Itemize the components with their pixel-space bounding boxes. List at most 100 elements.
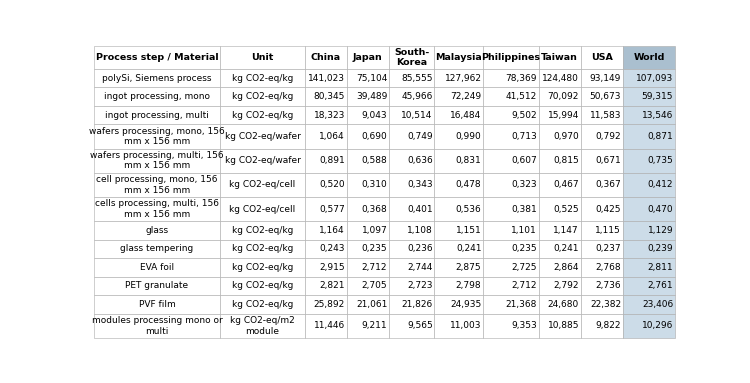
Text: 0,749: 0,749 — [407, 132, 433, 141]
Bar — [346, 87, 389, 106]
Bar — [623, 87, 675, 106]
Bar — [389, 221, 434, 240]
Text: 2,875: 2,875 — [456, 263, 482, 272]
Text: 0,792: 0,792 — [596, 132, 621, 141]
Text: 0,690: 0,690 — [362, 132, 387, 141]
Bar — [94, 197, 220, 221]
Bar — [580, 240, 623, 258]
Text: 9,565: 9,565 — [407, 321, 433, 330]
Bar — [346, 197, 389, 221]
Text: kg CO2-eq/kg: kg CO2-eq/kg — [232, 263, 293, 272]
Text: 0,636: 0,636 — [407, 156, 433, 165]
Text: 0,525: 0,525 — [554, 205, 579, 214]
Bar — [580, 173, 623, 197]
Bar — [304, 197, 346, 221]
Text: kg CO2-eq/kg: kg CO2-eq/kg — [232, 92, 293, 101]
Text: 78,369: 78,369 — [506, 74, 537, 83]
Bar — [389, 106, 434, 124]
Text: 9,211: 9,211 — [362, 321, 387, 330]
Bar — [483, 69, 538, 87]
Text: kg CO2-eq/kg: kg CO2-eq/kg — [232, 226, 293, 235]
Bar — [220, 295, 304, 314]
Bar — [304, 221, 346, 240]
Text: Japan: Japan — [353, 53, 382, 62]
Bar — [346, 106, 389, 124]
Bar — [220, 149, 304, 173]
Bar — [434, 258, 483, 277]
Text: 10,296: 10,296 — [642, 321, 674, 330]
Bar — [580, 314, 623, 338]
Text: Unit: Unit — [251, 53, 274, 62]
Bar — [434, 314, 483, 338]
Bar — [220, 258, 304, 277]
Text: 1,115: 1,115 — [596, 226, 621, 235]
Bar — [304, 46, 346, 69]
Bar — [623, 149, 675, 173]
Bar — [346, 124, 389, 149]
Bar — [94, 46, 220, 69]
Bar — [483, 173, 538, 197]
Text: 10,885: 10,885 — [548, 321, 579, 330]
Text: 2,723: 2,723 — [407, 282, 433, 290]
Text: 0,235: 0,235 — [512, 244, 537, 254]
Text: 2,768: 2,768 — [596, 263, 621, 272]
Bar — [483, 149, 538, 173]
Text: 0,237: 0,237 — [596, 244, 621, 254]
Bar — [220, 221, 304, 240]
Bar — [580, 258, 623, 277]
Bar — [346, 149, 389, 173]
Bar — [389, 87, 434, 106]
Bar — [483, 295, 538, 314]
Bar — [434, 69, 483, 87]
Text: 9,353: 9,353 — [511, 321, 537, 330]
Text: 0,478: 0,478 — [456, 180, 482, 189]
Text: 1,129: 1,129 — [648, 226, 674, 235]
Text: 0,990: 0,990 — [456, 132, 482, 141]
Text: 0,536: 0,536 — [456, 205, 482, 214]
Bar — [434, 295, 483, 314]
Text: 24,680: 24,680 — [548, 300, 579, 309]
Bar — [623, 124, 675, 149]
Text: Philippines: Philippines — [482, 53, 541, 62]
Text: 2,736: 2,736 — [596, 282, 621, 290]
Bar — [94, 258, 220, 277]
Text: 2,744: 2,744 — [407, 263, 433, 272]
Bar — [304, 69, 346, 87]
Text: PVF film: PVF film — [139, 300, 176, 309]
Bar — [220, 69, 304, 87]
Bar — [94, 314, 220, 338]
Bar — [304, 149, 346, 173]
Text: kg CO2-eq/wafer: kg CO2-eq/wafer — [224, 156, 301, 165]
Bar — [389, 46, 434, 69]
Text: 2,792: 2,792 — [554, 282, 579, 290]
Bar — [580, 277, 623, 295]
Bar — [389, 240, 434, 258]
Bar — [580, 124, 623, 149]
Text: 0,831: 0,831 — [456, 156, 482, 165]
Bar — [304, 277, 346, 295]
Text: 21,061: 21,061 — [356, 300, 387, 309]
Text: USA: USA — [591, 53, 613, 62]
Text: cell processing, mono, 156
mm x 156 mm: cell processing, mono, 156 mm x 156 mm — [96, 175, 218, 195]
Text: kg CO2-eq/kg: kg CO2-eq/kg — [232, 244, 293, 254]
Text: 0,236: 0,236 — [407, 244, 433, 254]
Text: 0,241: 0,241 — [456, 244, 482, 254]
Text: kg CO2-eq/kg: kg CO2-eq/kg — [232, 74, 293, 83]
Bar — [538, 240, 580, 258]
Text: 24,935: 24,935 — [450, 300, 482, 309]
Bar — [580, 295, 623, 314]
Text: 0,425: 0,425 — [596, 205, 621, 214]
Text: World: World — [633, 53, 664, 62]
Bar — [389, 124, 434, 149]
Bar — [434, 87, 483, 106]
Text: kg CO2-eq/kg: kg CO2-eq/kg — [232, 282, 293, 290]
Bar — [220, 124, 304, 149]
Bar — [346, 277, 389, 295]
Bar — [483, 106, 538, 124]
Text: 1,108: 1,108 — [407, 226, 433, 235]
Text: 25,892: 25,892 — [314, 300, 345, 309]
Bar — [94, 106, 220, 124]
Text: 16,484: 16,484 — [450, 111, 482, 119]
Bar — [580, 69, 623, 87]
Bar — [580, 87, 623, 106]
